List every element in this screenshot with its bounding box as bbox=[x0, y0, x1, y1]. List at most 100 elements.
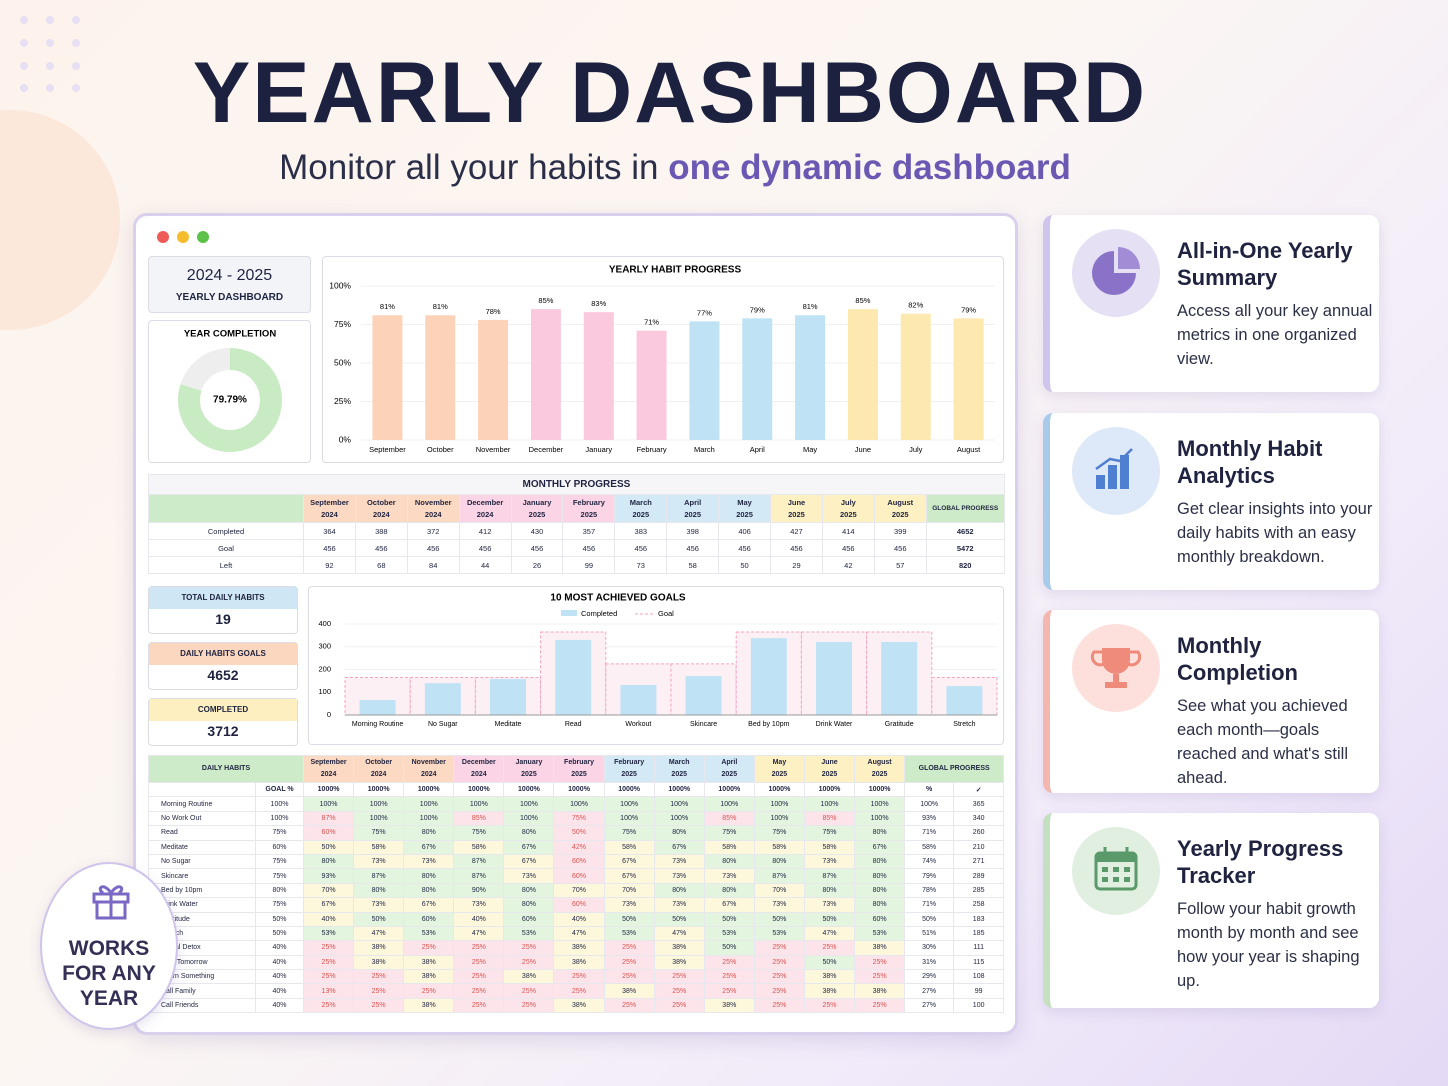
pct-cell: 31% bbox=[904, 954, 955, 971]
cell: 26 bbox=[510, 556, 564, 574]
month-header: February 2025 bbox=[553, 755, 605, 783]
cell: 383 bbox=[614, 522, 668, 540]
x-tick-label: Meditate bbox=[495, 721, 522, 728]
month: November bbox=[414, 497, 452, 507]
month-header: September 2024 bbox=[303, 494, 356, 523]
cell: 80% bbox=[854, 853, 906, 870]
cell: 80% bbox=[854, 882, 906, 899]
x-tick-label: June bbox=[855, 445, 871, 454]
cell: 73% bbox=[353, 897, 405, 913]
x-tick-label: July bbox=[909, 445, 923, 454]
year: 2025 bbox=[771, 771, 788, 778]
subtitle: Monitor all your habits in one dynamic d… bbox=[0, 148, 1350, 188]
habit-name: Read bbox=[148, 825, 256, 841]
month-header: April 2025 bbox=[703, 755, 755, 783]
cell: 100% bbox=[403, 810, 455, 827]
cell: 456 bbox=[562, 539, 616, 557]
cell: 75% bbox=[703, 825, 755, 841]
cell: 38% bbox=[353, 954, 405, 971]
count-cell: 100 bbox=[953, 997, 1005, 1014]
cell: 25% bbox=[453, 954, 505, 971]
cell: 25% bbox=[503, 997, 555, 1014]
x-tick-label: November bbox=[476, 445, 511, 454]
icon-part bbox=[1102, 877, 1108, 882]
x-tick-label: August bbox=[957, 445, 981, 454]
cell: 50 bbox=[718, 556, 772, 574]
row-label: Goal bbox=[148, 539, 304, 557]
data-row: Completed 364 388 372 412 430 357 383 398 406 427 4… bbox=[148, 522, 1005, 540]
cell: 80% bbox=[653, 882, 705, 899]
icon-part bbox=[1113, 674, 1119, 682]
cell: 25% bbox=[553, 983, 605, 999]
cell: 412 bbox=[458, 522, 512, 540]
goal-cell: 60% bbox=[254, 839, 305, 855]
cell: 1000% bbox=[603, 781, 655, 798]
cell: 25% bbox=[854, 954, 906, 971]
cell: 100% bbox=[503, 810, 555, 827]
bar bbox=[425, 315, 456, 440]
cell: 50% bbox=[553, 825, 605, 841]
cell: 100% bbox=[653, 810, 705, 827]
cell: 80% bbox=[403, 882, 455, 899]
table-title: DAILY HABITS bbox=[147, 755, 305, 783]
bar bbox=[583, 312, 614, 440]
habit-name: No Sugar bbox=[148, 853, 256, 870]
y-tick-label: 50% bbox=[334, 357, 351, 367]
badge: WORKS FOR ANY YEAR bbox=[40, 862, 178, 1030]
habit-name: Skincare bbox=[148, 868, 256, 884]
icon-part bbox=[1113, 877, 1119, 882]
y-tick-label: 400 bbox=[318, 619, 331, 628]
year: 2025 bbox=[632, 509, 650, 519]
goal-cell: 100% bbox=[254, 810, 305, 827]
badge-text: WORKS FOR ANY YEAR bbox=[42, 936, 176, 1011]
cell: 67% bbox=[854, 839, 906, 855]
y-tick-label: 100 bbox=[318, 687, 331, 696]
row-label: Completed bbox=[148, 522, 304, 540]
cell: 80% bbox=[803, 882, 856, 899]
goal-cell: 75% bbox=[254, 825, 305, 841]
habit-row: Meditate 60% 50% 58% 67% 58% 67% 42% 58% 67% 58% 58… bbox=[148, 839, 1005, 855]
cell: 60% bbox=[403, 911, 455, 927]
cell: 73% bbox=[603, 897, 655, 913]
cell: 42 bbox=[821, 556, 875, 574]
cell: 47% bbox=[453, 925, 505, 942]
cell: 60% bbox=[503, 911, 555, 927]
cell: 50% bbox=[353, 911, 405, 927]
feature-card: Yearly Progress Tracker Follow your habit… bbox=[1043, 813, 1379, 1008]
count-cell: 258 bbox=[953, 897, 1005, 913]
cell: 70% bbox=[603, 882, 655, 899]
bar bbox=[490, 679, 526, 715]
month: January bbox=[515, 759, 543, 766]
cell: 430 bbox=[510, 522, 564, 540]
cell: 25% bbox=[403, 940, 455, 956]
cell: 75% bbox=[553, 810, 605, 827]
y-tick-label: 0 bbox=[327, 710, 331, 719]
cell: 75% bbox=[803, 825, 856, 841]
pct-cell: 100% bbox=[904, 796, 955, 812]
bar bbox=[620, 684, 657, 715]
cell: 38% bbox=[803, 969, 856, 985]
x-tick-label: Drink Water bbox=[816, 721, 853, 728]
cell: 1000% bbox=[553, 781, 605, 798]
window-controls bbox=[157, 231, 209, 243]
cell: 25% bbox=[603, 940, 655, 956]
cell: 53% bbox=[854, 925, 906, 942]
cell: 80% bbox=[854, 868, 906, 884]
month-header: December 2024 bbox=[458, 494, 512, 523]
year: 2024 bbox=[320, 771, 337, 778]
cell: 75% bbox=[353, 825, 405, 841]
data-row: Goal 456 456 456 456 456 456 456 456 456 456 456 456… bbox=[148, 539, 1005, 557]
chart-title: YEARLY HABIT PROGRESS bbox=[609, 265, 742, 276]
cell: 364 bbox=[303, 522, 356, 540]
cell: 50% bbox=[803, 911, 856, 927]
x-tick-label: May bbox=[803, 445, 817, 454]
cell: 58% bbox=[603, 839, 655, 855]
cell: 73% bbox=[403, 853, 455, 870]
cell: 87% bbox=[303, 810, 355, 827]
goal-cell: 40% bbox=[254, 969, 305, 985]
cell: 80% bbox=[854, 897, 906, 913]
cell: 357 bbox=[562, 522, 616, 540]
cell: 25% bbox=[353, 969, 405, 985]
subheader-row: GOAL % 1000% 1000% 1000% 1000% 1000% 1000% 1000… bbox=[148, 781, 1005, 798]
cell: 456 bbox=[821, 539, 875, 557]
